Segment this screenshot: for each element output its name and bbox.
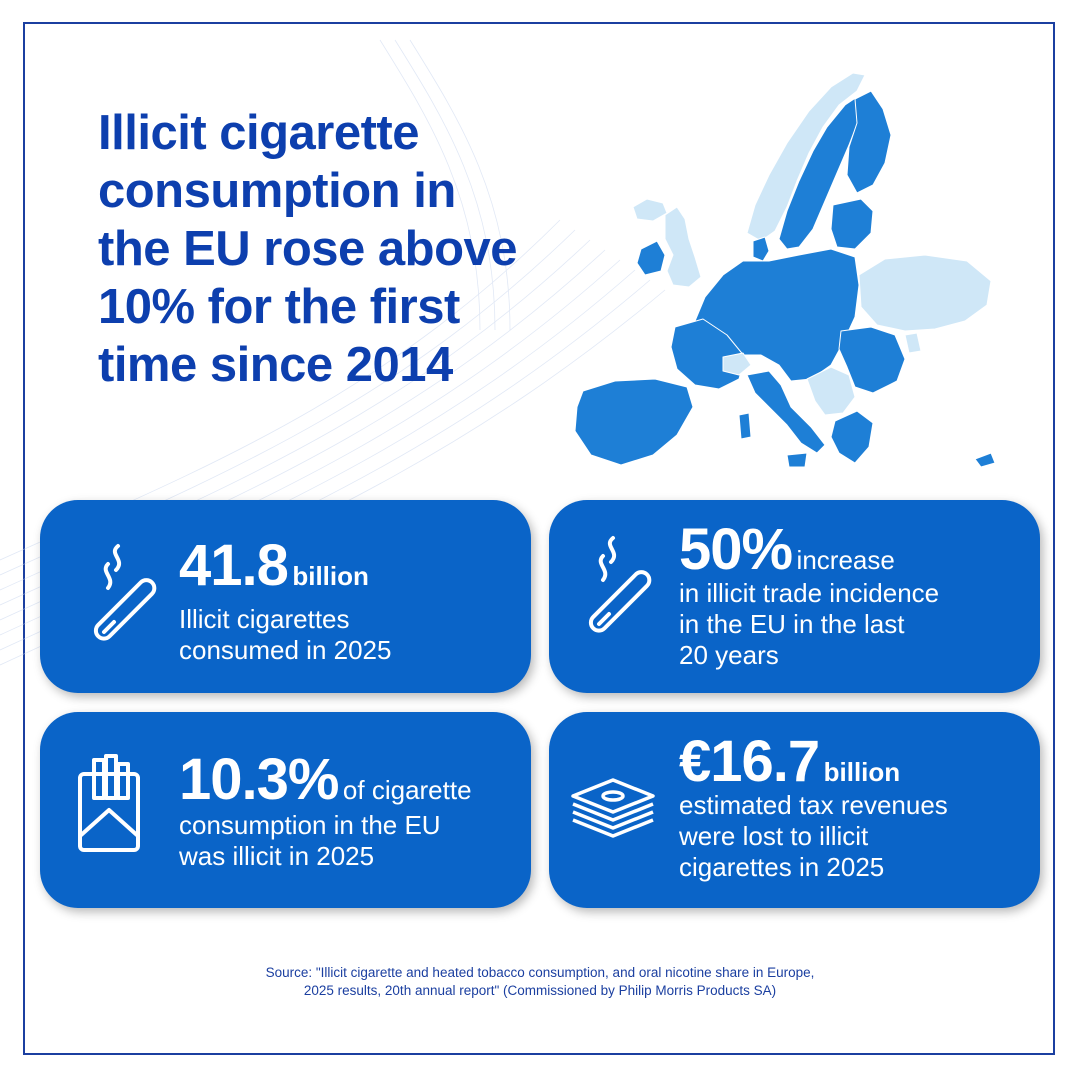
smoking-cigarette-icon (93, 544, 157, 641)
stat-value: 50% (679, 517, 793, 582)
source-citation: Source: "Illicit cigarette and heated to… (265, 965, 815, 998)
stat-value: 10.3% (179, 747, 339, 812)
stat-text-2: 50% increase in illicit trade incidence … (679, 521, 1020, 671)
stat-value: 41.8 (179, 533, 289, 598)
map-norway (746, 72, 866, 242)
stat-card-illicit-volume: 41.8 billion Illicit cigarettes consumed… (40, 500, 531, 693)
map-denmark (752, 236, 770, 262)
cigarette-pack-icon (78, 754, 140, 852)
stat-card-trade-increase: 50% increase in illicit trade incidence … (549, 500, 1040, 693)
map-southeast (838, 326, 906, 394)
stat-text-1: 41.8 billion Illicit cigarettes consumed… (179, 537, 511, 666)
stat-text-3: 10.3% of cigarette consumption in the EU… (179, 751, 511, 872)
map-east (858, 254, 992, 332)
map-cyprus (974, 452, 996, 468)
stat-card-illicit-share: 10.3% of cigarette consumption in the EU… (40, 712, 531, 908)
stat-card-tax-loss: €16.7 billion estimated tax revenues wer… (549, 712, 1040, 908)
map-balkans (806, 366, 856, 416)
stat-text-4: €16.7 billion estimated tax revenues wer… (679, 733, 1020, 883)
stat-value: €16.7 (679, 729, 820, 794)
page-title: Illicit cigarette consumption in the EU … (98, 106, 518, 392)
stat-unit: billion (823, 757, 901, 787)
stat-inline-text: of cigarette (342, 775, 472, 805)
stat-description: estimated tax revenues were lost to illi… (679, 790, 948, 882)
stat-inline-text: increase (796, 545, 895, 575)
map-switzerland (722, 352, 752, 376)
map-sicily (786, 452, 808, 468)
stat-description: Illicit cigarettes consumed in 2025 (179, 604, 392, 665)
map-baltics (830, 198, 874, 250)
map-greece (830, 410, 874, 464)
map-iceland (632, 198, 668, 222)
map-uk (664, 206, 702, 288)
map-iberia (574, 378, 694, 466)
map-ireland (636, 240, 666, 276)
page-frame (23, 22, 1055, 1055)
europe-map (574, 72, 996, 468)
map-moldova (904, 332, 922, 354)
stat-unit: billion (292, 561, 369, 591)
stat-description: consumption in the EU was illicit in 202… (179, 810, 441, 871)
map-sardinia (738, 412, 752, 440)
stat-description: in illicit trade incidence in the EU in … (679, 578, 940, 670)
map-finland (846, 90, 892, 194)
map-italy (746, 370, 826, 454)
smoking-cigarette-icon (588, 536, 652, 633)
money-stack-icon (571, 778, 655, 838)
